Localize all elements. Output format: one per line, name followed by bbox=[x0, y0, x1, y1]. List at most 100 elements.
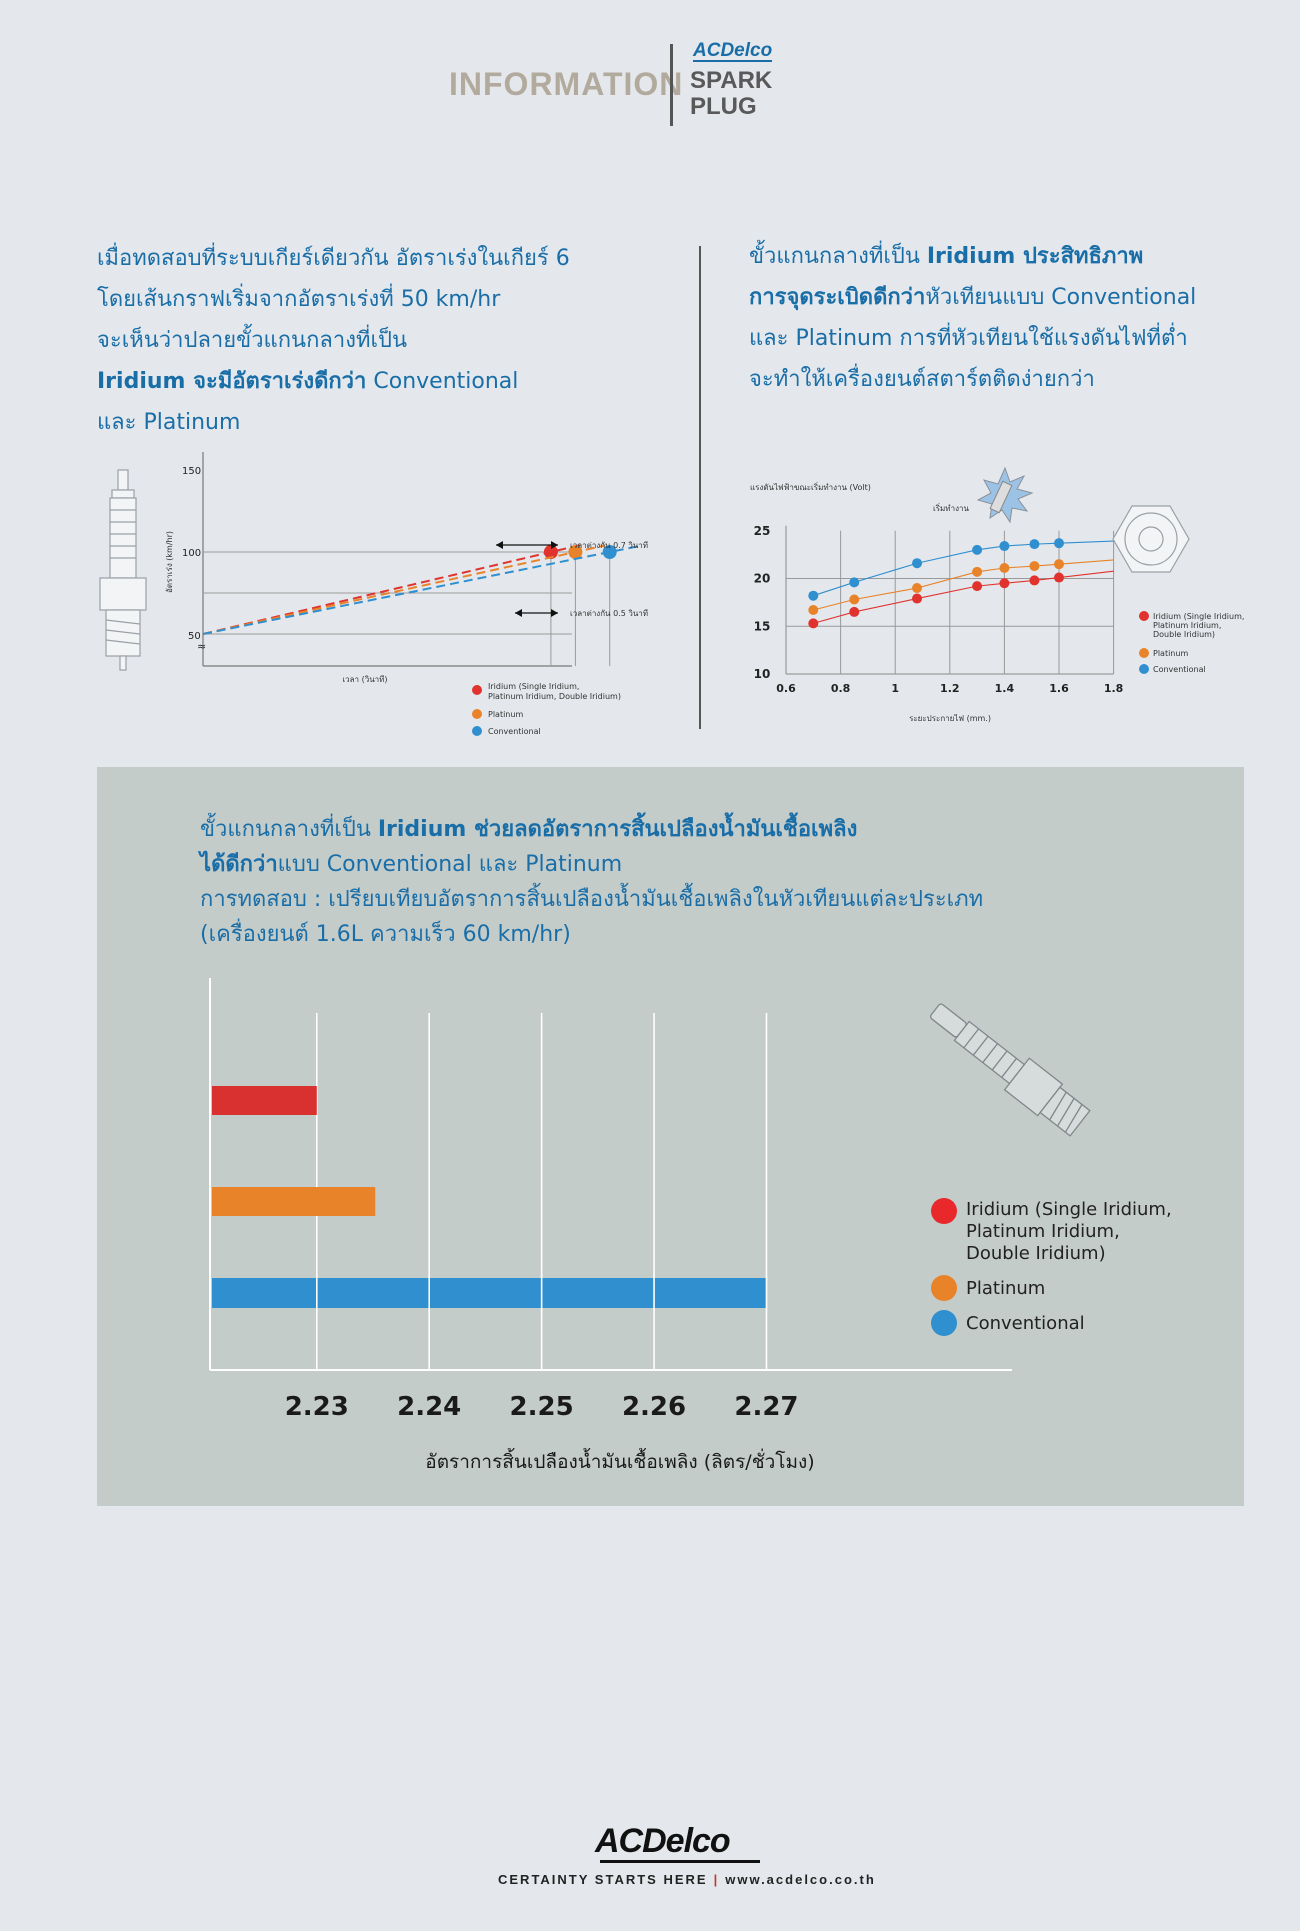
intro-line: โดยเส้นกราฟเริ่มจากอัตราเร่งที่ 50 km/hr bbox=[97, 287, 501, 312]
x-tick-label: 0.8 bbox=[831, 682, 851, 695]
intro-line: และ Platinum การที่หัวเทียนใช้แรงดันไฟที… bbox=[749, 326, 1188, 351]
y-tick-label: 20 bbox=[754, 572, 771, 586]
x-tick-label: 1.2 bbox=[940, 682, 960, 695]
voltage-legend: Iridium (Single Iridium, Platinum Iridiu… bbox=[1139, 611, 1244, 674]
product-title-line2: PLUG bbox=[690, 93, 757, 120]
intro-text: หัวเทียนแบบ Conventional bbox=[925, 285, 1197, 310]
data-point bbox=[1054, 572, 1064, 583]
x-tick-label: 2.24 bbox=[397, 1392, 461, 1422]
panel-line: การทดสอบ : เปรียบเทียบอัตราการสิ้นเปลือง… bbox=[200, 887, 984, 912]
panel-line: ขั้วแกนกลางที่เป็น Iridium ช่วยลดอัตรากา… bbox=[200, 812, 983, 847]
fuel-legend: Iridium (Single Iridium, Platinum Iridiu… bbox=[931, 1198, 1172, 1336]
intro-line: เมื่อทดสอบที่ระบบเกียร์เดียวกัน อัตราเร่… bbox=[97, 246, 570, 271]
x-tick-label: 2.26 bbox=[622, 1392, 686, 1422]
legend-swatch bbox=[931, 1275, 957, 1301]
intro-highlight: Iridium ประสิทธิภาพ bbox=[926, 244, 1144, 269]
intro-highlight: การจุดระเบิดดีกว่า bbox=[749, 285, 926, 310]
legend-label: Iridium (Single Iridium, bbox=[488, 682, 579, 691]
website-link[interactable]: www.acdelco.co.th bbox=[725, 1872, 876, 1887]
data-point bbox=[912, 593, 923, 604]
data-point bbox=[972, 544, 983, 555]
x-tick-label: 0.6 bbox=[776, 682, 796, 695]
tagline-divider: | bbox=[713, 1872, 720, 1887]
x-tick-label: 1 bbox=[891, 682, 899, 695]
y-tick-label: 25 bbox=[754, 524, 771, 538]
spark-label: เริ่มทำงาน bbox=[933, 502, 969, 513]
footer-tagline: CERTAINTY STARTS HERE | www.acdelco.co.th bbox=[498, 1872, 876, 1887]
acceleration-chart: 150 100 50 ≈ อัตราเร่ง (km/hr) เวลา (วิน… bbox=[99, 452, 648, 736]
series-line bbox=[813, 540, 1114, 597]
data-point bbox=[849, 606, 860, 617]
data-point bbox=[808, 590, 819, 601]
fuel-bar-chart: 2.23 2.24 2.25 2.26 2.27 อัตราการสิ้นเปลืองน… bbox=[209, 978, 1172, 1473]
data-point bbox=[568, 545, 583, 559]
panel-text: ขั้วแกนกลางที่เป็น bbox=[200, 817, 378, 842]
spark-burst-icon bbox=[976, 466, 1034, 524]
spark-plug-illustration bbox=[930, 1003, 1091, 1137]
footer-logo: ACDelco bbox=[595, 1822, 731, 1860]
y-tick-label: 50 bbox=[188, 631, 201, 642]
intro-line: การจุดระเบิดดีกว่าหัวเทียนแบบ Convention… bbox=[749, 277, 1196, 318]
data-point bbox=[849, 594, 860, 605]
fuel-consumption-panel bbox=[97, 767, 1244, 1506]
intro-line: และ Platinum bbox=[97, 410, 241, 435]
spark-plug-illustration bbox=[99, 469, 147, 671]
x-axis-label: เวลา (วินาที) bbox=[342, 675, 387, 684]
time-diff-annotation: เวลาต่างกัน 0.7 วินาที bbox=[496, 541, 648, 550]
y-tick-label: 150 bbox=[182, 466, 201, 477]
data-point bbox=[912, 558, 923, 569]
acceleration-description: เมื่อทดสอบที่ระบบเกียร์เดียวกัน อัตราเร่… bbox=[97, 238, 570, 443]
legend-label: Conventional bbox=[488, 727, 541, 736]
legend-label: Platinum Iridium, Double Iridium) bbox=[488, 692, 621, 701]
legend-swatch bbox=[472, 726, 482, 736]
data-point bbox=[602, 545, 617, 559]
legend-label: Platinum bbox=[1153, 649, 1188, 658]
legend-label: Double Iridium) bbox=[966, 1243, 1106, 1264]
panel-highlight: ได้ดีกว่า bbox=[200, 852, 278, 877]
data-point bbox=[808, 618, 819, 629]
fuel-bar bbox=[212, 1187, 376, 1216]
legend-swatch bbox=[1139, 648, 1149, 658]
panel-line: (เครื่องยนต์ 1.6L ความเร็ว 60 km/hr) bbox=[200, 922, 571, 947]
legend-swatch bbox=[931, 1198, 957, 1224]
data-point bbox=[849, 577, 860, 588]
voltage-chart: แรงดันไฟฟ้าขณะเริ่มทำงาน (Volt) เริ่มทำง… bbox=[750, 466, 1244, 723]
data-point bbox=[808, 605, 819, 616]
x-tick-label: 1.8 bbox=[1104, 682, 1124, 695]
x-tick-label: 1.4 bbox=[995, 682, 1015, 695]
legend-swatch bbox=[472, 685, 482, 695]
legend-swatch bbox=[931, 1310, 957, 1336]
y-tick-label: 100 bbox=[182, 548, 201, 559]
tagline-text: CERTAINTY STARTS HERE bbox=[498, 1872, 708, 1887]
legend-label: Iridium (Single Iridium, bbox=[966, 1199, 1172, 1220]
time-diff-annotation: เวลาต่างกัน 0.5 วินาที bbox=[515, 609, 648, 618]
intro-highlight: Iridium จะมีอัตราเร่งดีกว่า bbox=[97, 369, 367, 394]
data-point bbox=[999, 541, 1010, 552]
hex-nut-illustration bbox=[1112, 505, 1190, 573]
intro-line: ขั้วแกนกลางที่เป็น Iridium ประสิทธิภาพ bbox=[749, 236, 1196, 277]
y-tick-label: 10 bbox=[754, 667, 771, 681]
footer-logo-underline bbox=[600, 1860, 760, 1863]
legend-label: Platinum bbox=[488, 710, 523, 719]
x-axis-label: ระยะประกายไฟ (mm.) bbox=[909, 714, 991, 723]
series-line bbox=[202, 544, 606, 635]
legend-label: Conventional bbox=[1153, 665, 1206, 674]
data-point bbox=[972, 566, 983, 577]
panel-text: แบบ Conventional และ Platinum bbox=[277, 852, 623, 877]
accel-legend: Iridium (Single Iridium, Platinum Iridiu… bbox=[472, 682, 621, 736]
intro-line: จะเห็นว่าปลายขั้วแกนกลางที่เป็น bbox=[97, 328, 408, 353]
x-axis-label: อัตราการสิ้นเปลืองน้ำมันเชื้อเพลิง (ลิตร… bbox=[425, 1448, 814, 1473]
data-point bbox=[1029, 575, 1040, 586]
series-line bbox=[202, 545, 640, 635]
legend-swatch bbox=[1139, 611, 1149, 621]
legend-label: Double Iridium) bbox=[1153, 630, 1215, 639]
header-divider bbox=[670, 44, 673, 126]
x-tick-label: 2.23 bbox=[285, 1392, 349, 1422]
data-point bbox=[1029, 539, 1040, 550]
data-point bbox=[999, 562, 1010, 573]
data-point bbox=[1029, 561, 1040, 572]
brand-logo: ACDelco bbox=[693, 40, 773, 62]
x-tick-label: 1.6 bbox=[1049, 682, 1069, 695]
column-divider bbox=[699, 246, 701, 729]
x-tick-label: 2.27 bbox=[734, 1392, 798, 1422]
